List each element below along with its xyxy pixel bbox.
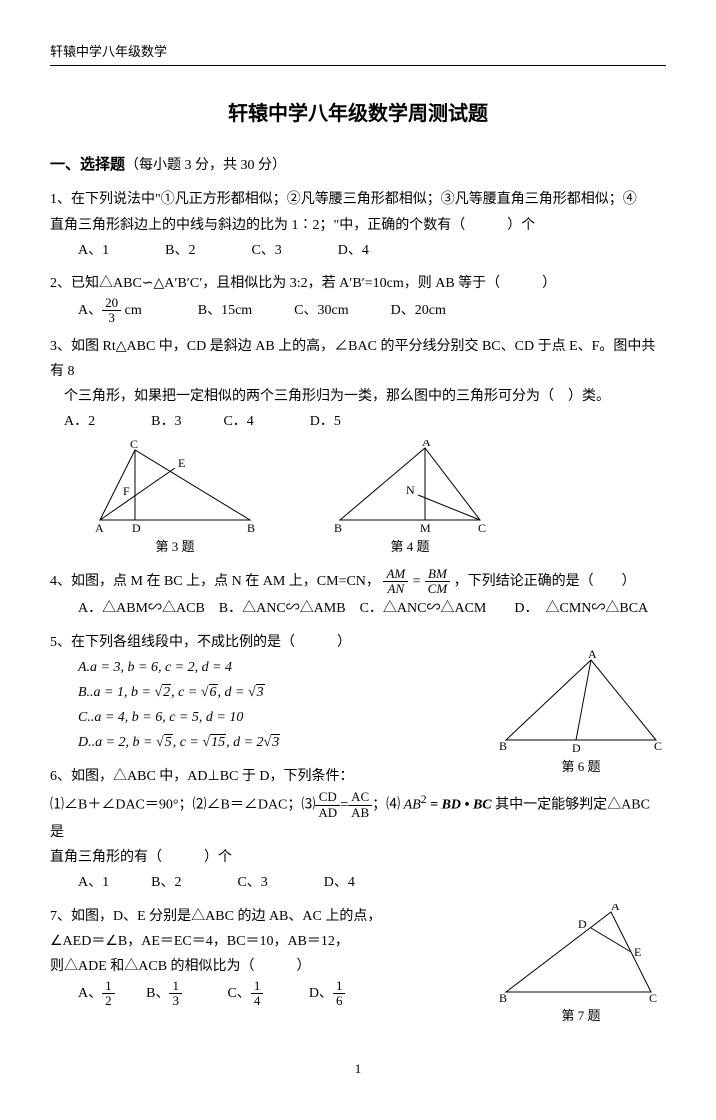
figure-4: A B C M N 第 4 题 [330,440,490,558]
svg-text:A: A [588,650,597,661]
q2-opts-rest: B、15cm C、30cm D、20cm [198,303,446,318]
page-number: 1 [50,1057,666,1080]
fig3-svg: A B C D E F [90,440,260,535]
question-4: 4、如图，点 M 在 BC 上，点 N 在 AM 上，CM=CN， AMAN =… [50,567,666,622]
svg-text:C: C [649,991,657,1004]
q4-options: A．△ABM∽△ACB B．△ANC∽△AMB C．△ANC∽△ACM D． △… [50,596,666,621]
fig7-svg: A B C D E [496,904,666,1004]
svg-text:D: D [578,917,587,931]
svg-text:A: A [95,521,104,535]
question-3: 3、如图 Rt△ABC 中，CD 是斜边 AB 上的高，∠BAC 的平分线分别交… [50,334,666,435]
svg-text:D: D [132,521,141,535]
q2-frac-num: 20 [102,296,121,311]
q3-line1: 3、如图 Rt△ABC 中，CD 是斜边 AB 上的高，∠BAC 的平分线分别交… [50,334,666,384]
svg-text:C: C [478,521,486,535]
svg-text:B: B [499,991,507,1004]
fig4-svg: A B C M N [330,440,490,535]
figure-7: A B C D E 第 7 题 [496,904,666,1027]
section-note: （每小题 3 分，共 30 分） [125,158,286,173]
q3-line2: 个三角形，如果把一定相似的两个三角形归为一类，那么图中的三角形可分为（ ）类。 [50,384,666,409]
q1-options: A、1 B、2 C、3 D、4 [50,238,666,263]
svg-text:B: B [247,521,255,535]
q3-options: A．2 B．3 C．4 D．5 [50,409,666,434]
svg-text:E: E [178,456,185,470]
q1-line1: 1、在下列说法中"①凡正方形都相似；②凡等腰三角形都相似；③凡等腰直角三角形都相… [50,187,666,212]
q2-frac-den: 3 [102,311,121,325]
fig3-label: 第 3 题 [90,535,260,558]
svg-text:A: A [611,904,620,913]
question-7: A B C D E 第 7 题 7、如图，D、E 分别是△ABC 的边 AB、A… [50,904,666,1009]
figure-6: A B C D 第 6 题 [496,650,666,778]
q1-line2: 直角三角形斜边上的中线与斜边的比为 1∶2；"中，正确的个数有（ ）个 [50,213,666,238]
page-header: 轩辕中学八年级数学 [50,40,666,66]
q2-options: A、203 cm B、15cm C、30cm D、20cm [50,296,666,326]
svg-text:E: E [634,945,641,959]
svg-text:N: N [406,483,415,497]
question-1: 1、在下列说法中"①凡正方形都相似；②凡等腰三角形都相似；③凡等腰直角三角形都相… [50,187,666,263]
page-title: 轩辕中学八年级数学周测试题 [50,96,666,132]
svg-text:F: F [123,484,130,498]
fig4-label: 第 4 题 [330,535,490,558]
figure-row-3-4: A B C D E F 第 3 题 A B C M N [90,440,666,558]
svg-text:B: B [499,739,507,753]
question-6: 6、如图，△ABC 中，AD⊥BC 于 D，下列条件： ⑴∠B＋∠DAC＝90°… [50,764,666,896]
svg-text:C: C [130,440,138,451]
svg-text:A: A [422,440,431,449]
section-1-heading: 一、选择题（每小题 3 分，共 30 分） [50,152,666,179]
svg-text:B: B [334,521,342,535]
svg-text:M: M [420,521,431,535]
question-2: 2、已知△ABC∽△A′B′C′，且相似比为 3:2，若 A′B′=10cm，则… [50,271,666,326]
q4-text: 4、如图，点 M 在 BC 上，点 N 在 AM 上，CM=CN， AMAN =… [50,567,666,597]
svg-text:C: C [654,739,662,753]
q2-text: 2、已知△ABC∽△A′B′C′，且相似比为 3:2，若 A′B′=10cm，则… [50,271,666,296]
svg-text:D: D [572,741,581,755]
fig6-label: 第 6 题 [496,755,666,778]
q6-line2: 直角三角形的有（ ）个 [50,845,666,870]
q2-optA-suffix: cm [121,303,142,318]
fig7-label: 第 7 题 [496,1004,666,1027]
q6-options: A、1 B、2 C、3 D、4 [50,870,666,895]
fig6-svg: A B C D [496,650,666,755]
q6-conditions: ⑴∠B＋∠DAC＝90°；⑵∠B＝∠DAC；⑶CDAD=ACAB；⑷ AB2 =… [50,789,666,845]
section-label: 一、选择题 [50,157,125,173]
question-5: 5、在下列各组线段中，不成比例的是（ ） A B C D 第 6 题 A.a =… [50,630,666,756]
figure-3: A B C D E F 第 3 题 [90,440,260,558]
